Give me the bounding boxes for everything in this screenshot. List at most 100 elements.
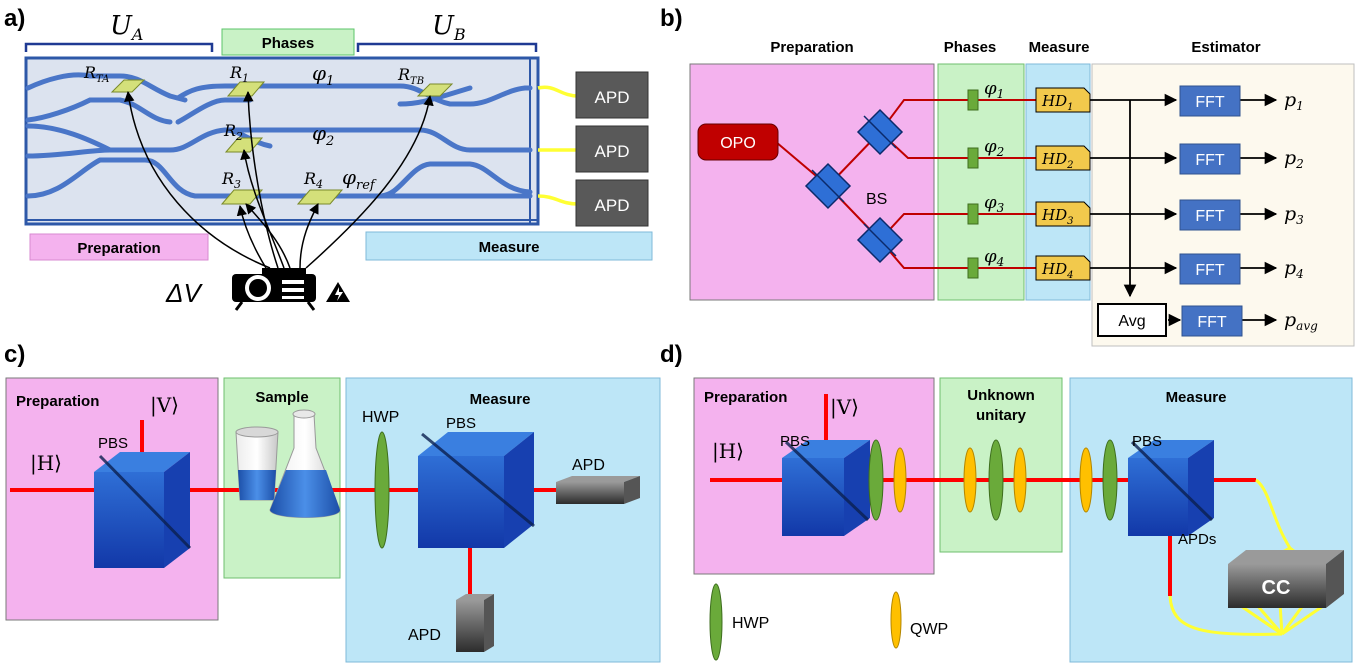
apd-label-3: APD	[595, 196, 630, 215]
avg-box	[1097, 303, 1167, 337]
p3-label: p3	[1284, 203, 1304, 227]
hd-box-3	[1035, 201, 1091, 227]
label-rta: RTA	[83, 63, 109, 85]
c-sample-label: Sample	[255, 389, 308, 406]
b-beam-splitters	[804, 108, 904, 264]
resistors	[110, 79, 454, 205]
p1-label: p1	[1284, 89, 1304, 113]
label-r4: R4	[303, 169, 323, 191]
fft-box-2	[1179, 143, 1241, 175]
bs-1	[804, 162, 852, 210]
apd-box-3	[575, 179, 649, 227]
apd-group-a: APD APD APD	[575, 71, 649, 227]
d-pbs-label-2: PBS	[1132, 433, 1162, 450]
c-apd-2	[456, 594, 494, 652]
label-r2: R2	[223, 121, 243, 143]
pavg-label: pavg	[1284, 309, 1318, 333]
fft-label-2: FFT	[1195, 152, 1225, 169]
prep-label-a: Preparation	[77, 240, 160, 257]
b-phases-label: Phases	[944, 39, 997, 56]
resistor-r3	[220, 189, 264, 205]
c-measure-label: Measure	[470, 391, 531, 408]
waveguides	[25, 72, 533, 199]
fft-box-3	[1179, 199, 1241, 231]
panel-b: b) Preparation Phases Measure Estimator …	[660, 5, 1355, 347]
d-qwp-3	[1013, 447, 1027, 513]
c-pbs-label-1: PBS	[98, 435, 128, 452]
sample-glassware-icon	[235, 409, 341, 518]
hd-box-4	[1035, 255, 1091, 281]
phase-shifter-4	[967, 257, 979, 279]
bs-3	[856, 216, 904, 264]
d-hwp-2	[988, 439, 1004, 521]
bs-label: BS	[866, 191, 887, 208]
b-phase-shifters	[967, 89, 979, 279]
bs-2	[856, 108, 904, 156]
opo-box	[697, 123, 779, 161]
opo-label: OPO	[720, 135, 756, 152]
c-apd-1	[556, 476, 640, 504]
ua-label: UA	[110, 11, 143, 44]
c-pbs-label-2: PBS	[446, 415, 476, 432]
b-prep-label: Preparation	[770, 39, 853, 56]
phases-label-box	[221, 28, 355, 56]
hd-label-2: HD2	[1041, 150, 1073, 171]
d-apds-label: APDs	[1178, 531, 1216, 548]
fft-label-3: FFT	[1195, 208, 1225, 225]
legend-qwp-label: QWP	[910, 621, 948, 638]
ub-label: UB	[432, 11, 466, 44]
panel-c: c) Preparation Sample Measure |V⟩ |H⟩ PB…	[4, 341, 661, 663]
d-prep-label: Preparation	[704, 389, 787, 406]
ua-bracket	[24, 42, 214, 52]
d-unitary-label-2: unitary	[976, 407, 1027, 424]
label-rtb: RTB	[397, 65, 424, 87]
label-r1: R1	[229, 63, 249, 85]
label-phi1: φ1	[312, 61, 334, 89]
c-pbs-1	[94, 452, 192, 568]
fft-label-4: FFT	[1195, 262, 1225, 279]
legend-qwp-icon	[890, 591, 902, 649]
d-qwp-4	[1079, 447, 1093, 513]
c-h-ket: |H⟩	[30, 451, 62, 476]
b-signal-arrows	[1090, 93, 1278, 327]
voltage-label: ΔV	[165, 278, 203, 308]
b-phases-region	[937, 63, 1025, 301]
panel-d: d) Preparation Unknown unitary Measure |…	[660, 341, 1353, 663]
apd-box-2	[575, 125, 649, 173]
panel-c-letter: c)	[4, 341, 25, 368]
cc-device	[1228, 550, 1344, 608]
c-apd-label-2: APD	[408, 627, 441, 644]
cc-label: CC	[1262, 577, 1291, 599]
d-waveplates	[868, 439, 1118, 521]
fft-box-5	[1181, 305, 1243, 337]
label-phiref: φref	[342, 165, 377, 193]
d-pbs-label-1: PBS	[780, 433, 810, 450]
phases-label: Phases	[262, 35, 315, 52]
control-wires	[124, 90, 434, 269]
phase-shifter-1	[967, 89, 979, 111]
d-hwp-3	[1102, 439, 1118, 521]
label-phi2: φ2	[312, 121, 334, 149]
resistor-r4	[296, 189, 344, 205]
prep-label-box-a	[29, 233, 209, 261]
c-pbs-2	[418, 432, 535, 548]
panel-b-letter: b)	[660, 5, 683, 32]
c-hwp-plate	[374, 431, 390, 549]
apd-box-1	[575, 71, 649, 119]
d-qwp-2	[963, 447, 977, 513]
d-hwp-1	[868, 439, 884, 521]
d-pbs-2	[1128, 440, 1214, 536]
c-v-ket: |V⟩	[150, 393, 179, 418]
avg-label: Avg	[1118, 313, 1145, 330]
legend-hwp-label: HWP	[732, 615, 769, 632]
fft-box-1	[1179, 85, 1241, 117]
legend-hwp-icon	[709, 583, 723, 661]
fft-label-5: FFT	[1197, 314, 1227, 331]
b-estimator-label: Estimator	[1191, 39, 1260, 56]
d-unitary-label-1: Unknown	[967, 387, 1035, 404]
ub-bracket	[356, 42, 538, 52]
hd-box-1	[1035, 87, 1091, 113]
b-homodyne-detectors	[1035, 87, 1091, 281]
d-measure-label: Measure	[1166, 389, 1227, 406]
